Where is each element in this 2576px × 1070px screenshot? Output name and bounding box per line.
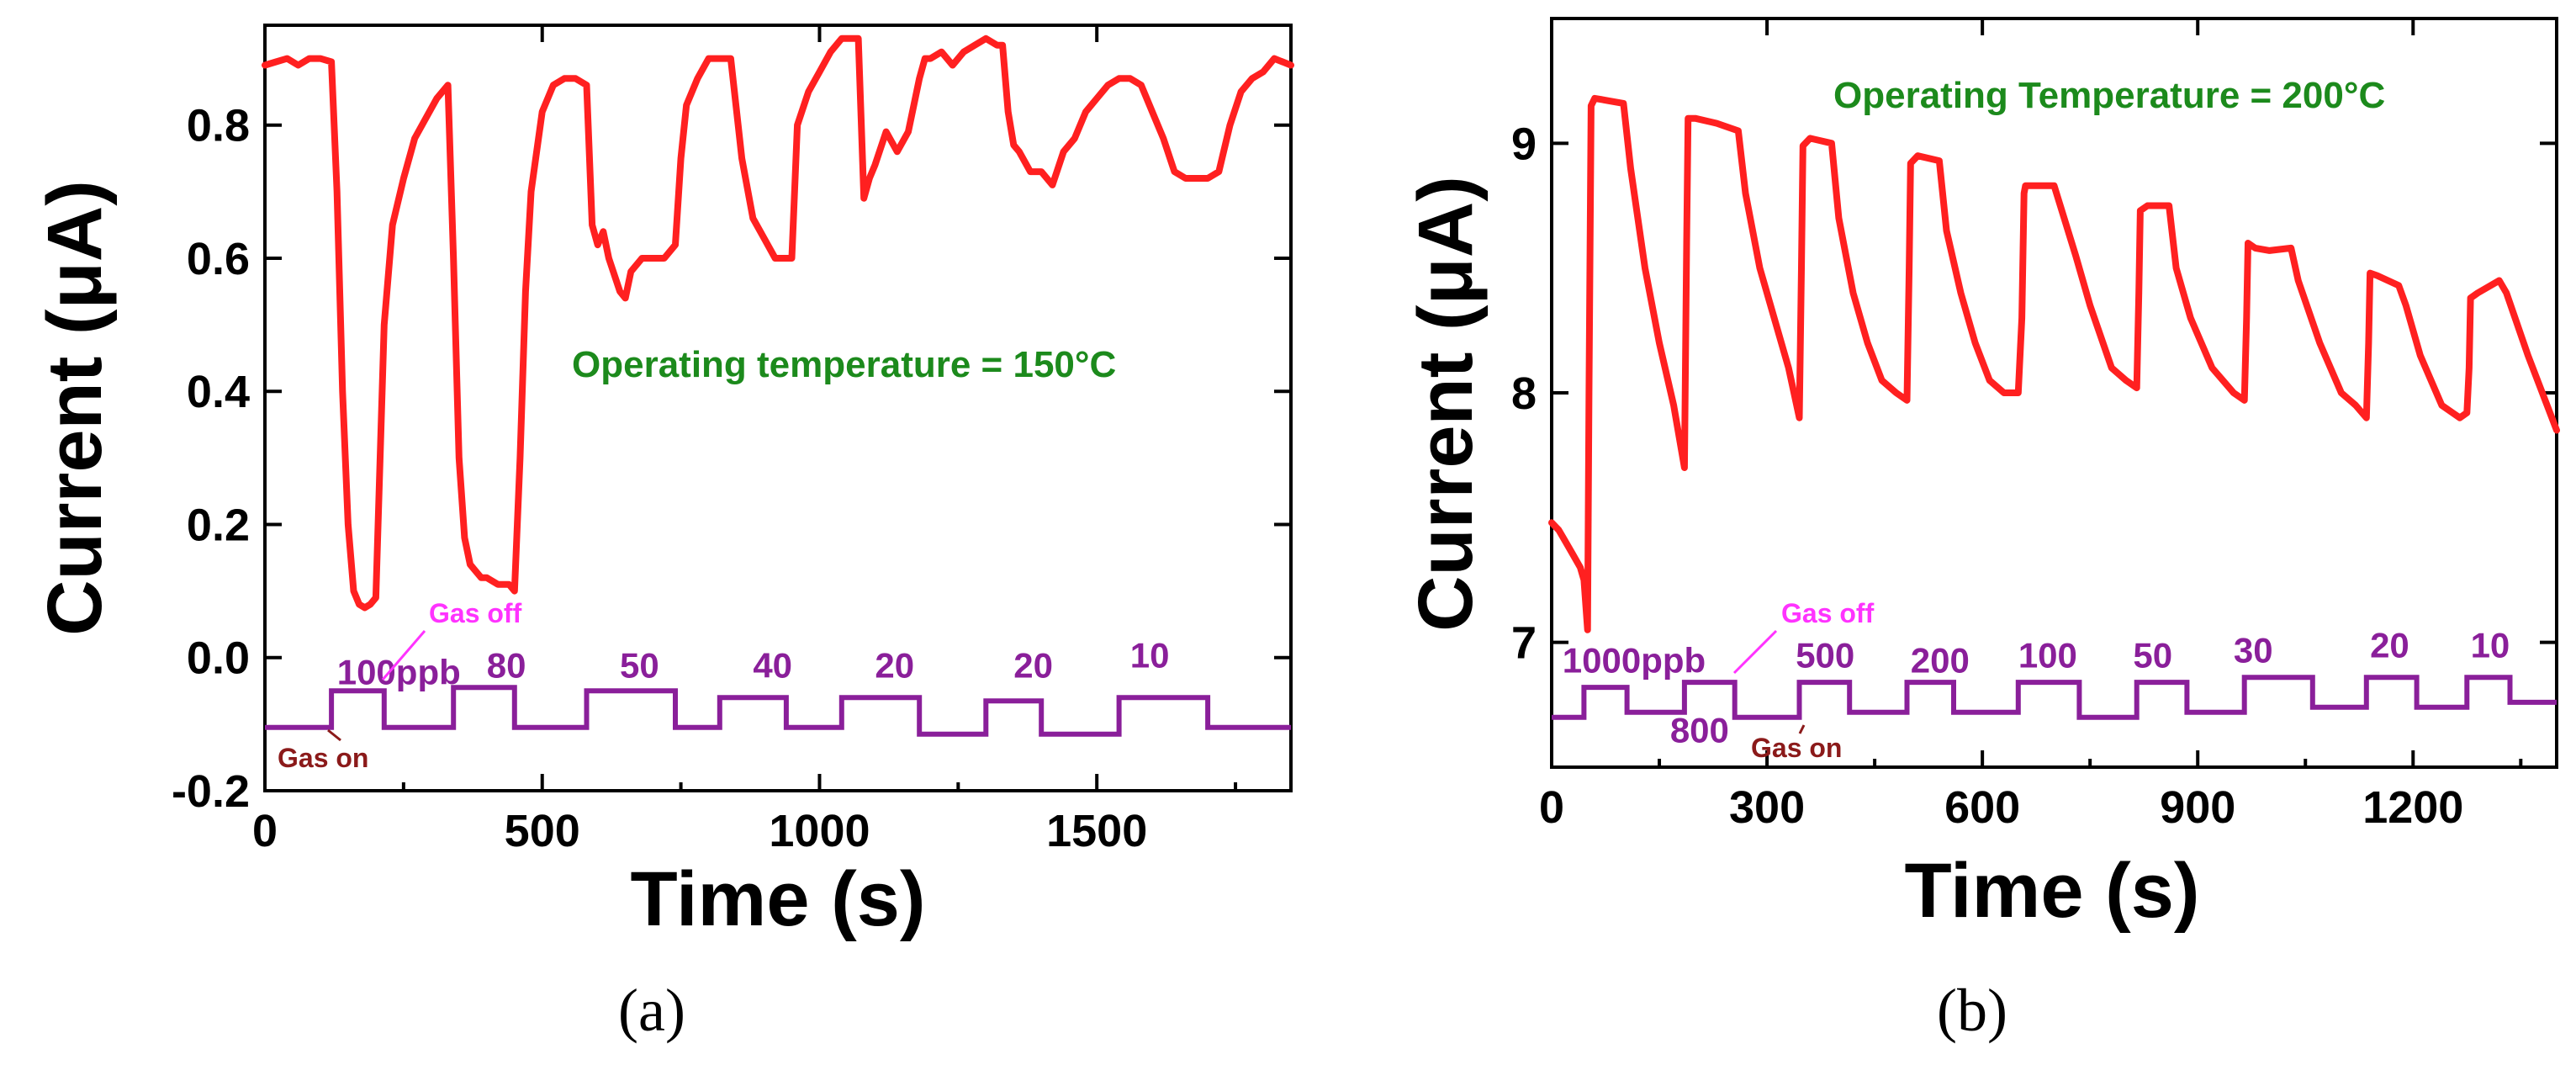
- b-y-tick-label: 8: [1511, 368, 1537, 419]
- panel-b-gas-off-label: Gas off: [1781, 598, 1875, 628]
- panel-b-gas-trace: [1552, 675, 2557, 720]
- panel-b-x-ticks: 0 300 600 900 1200: [1539, 19, 2523, 833]
- a-concentration-label: 20: [1013, 645, 1053, 685]
- b-concentration-label: 500: [1796, 635, 1854, 675]
- panel-a-x-ticks: 0 500 1000 1500: [252, 25, 1238, 856]
- a-x-tick-label: 1000: [769, 806, 870, 856]
- a-y-tick-label: 0.8: [187, 101, 250, 151]
- panel-b-x-axis-title: Time (s): [1904, 848, 2199, 934]
- b-x-tick-label: 300: [1729, 782, 1805, 833]
- b-concentration-label: 20: [2370, 625, 2409, 665]
- b-y-tick-label: 9: [1511, 119, 1537, 169]
- panel-b-gas-off-arrow: [1732, 629, 1778, 675]
- b-x-tick-label: 1200: [2362, 782, 2463, 833]
- b-concentration-label-below: 800: [1670, 710, 1729, 750]
- a-concentration-label: 50: [620, 645, 659, 685]
- panel-b-chart: 7 8 9 0 300 600 900 1200 1000ppb 500 200 100 50 30 2…: [1403, 17, 2560, 1044]
- a-x-tick-label: 1500: [1046, 806, 1147, 856]
- panel-b-gas-on-label: Gas on: [1751, 733, 1842, 763]
- b-concentration-label: 1000ppb: [1563, 640, 1706, 680]
- a-y-tick-label: 0.6: [187, 234, 250, 284]
- b-concentration-label: 50: [2133, 635, 2172, 675]
- b-concentration-label: 200: [1911, 640, 1970, 680]
- a-x-tick-label: 500: [505, 806, 580, 856]
- b-x-tick-label: 900: [2160, 782, 2235, 833]
- panel-a-y-ticks: -0.2 0.0 0.2 0.4 0.6 0.8: [172, 101, 1291, 817]
- panel-a-caption: (a): [618, 977, 685, 1044]
- panel-a-gas-off-label: Gas off: [429, 598, 522, 628]
- a-concentration-label: 80: [487, 645, 526, 685]
- panel-b-temperature-annotation: Operating Temperature = 200°C: [1833, 75, 2385, 116]
- a-y-tick-label: -0.2: [172, 766, 250, 817]
- b-y-tick-label: 7: [1511, 618, 1537, 669]
- b-x-tick-label: 0: [1539, 782, 1564, 833]
- panel-a-y-axis-title: Current (μA): [32, 180, 118, 636]
- a-y-tick-label: 0.4: [187, 367, 250, 417]
- panel-b-gas-on-arrow: [1798, 724, 1806, 734]
- panel-a-concentration-labels: 100ppb 80 50 40 20 20 10: [337, 636, 1170, 692]
- panel-a-gas-on-arrow: [327, 728, 341, 742]
- panel-b-concentration-labels: 1000ppb 500 200 100 50 30 20 10 800: [1563, 625, 2510, 750]
- a-concentration-label: 10: [1130, 636, 1170, 675]
- a-concentration-label: 20: [875, 645, 914, 685]
- a-y-tick-label: 0.2: [187, 500, 250, 550]
- b-concentration-label: 100: [2018, 635, 2077, 675]
- panel-a-gas-on-label: Gas on: [278, 743, 368, 773]
- panel-b-y-ticks: 7 8 9: [1511, 119, 2557, 669]
- panel-b-current-trace: [1548, 94, 2560, 633]
- panel-b-caption: (b): [1937, 977, 2007, 1044]
- b-concentration-label: 30: [2234, 630, 2273, 670]
- a-x-tick-label: 0: [252, 806, 278, 856]
- panel-a-x-axis-title: Time (s): [630, 856, 925, 942]
- panel-a-gas-off-arrow: [381, 630, 426, 681]
- a-concentration-label: 40: [753, 645, 792, 685]
- panel-b-y-axis-title: Current (μA): [1403, 176, 1489, 632]
- a-y-tick-label: 0.0: [187, 633, 250, 684]
- b-concentration-label: 10: [2471, 625, 2510, 665]
- a-concentration-label: 100ppb: [337, 652, 461, 691]
- panel-a-chart: -0.2 0.0 0.2 0.4 0.6 0.8 0 500 1000 1500 100ppb 8…: [32, 24, 1294, 1044]
- b-x-tick-label: 600: [1944, 782, 2020, 833]
- panel-a-gas-trace: [265, 685, 1291, 737]
- panel-a-temperature-annotation: Operating temperature = 150°C: [572, 344, 1116, 385]
- panel-a-current-trace: [262, 34, 1294, 612]
- panel-a-plot-frame: [263, 24, 1293, 792]
